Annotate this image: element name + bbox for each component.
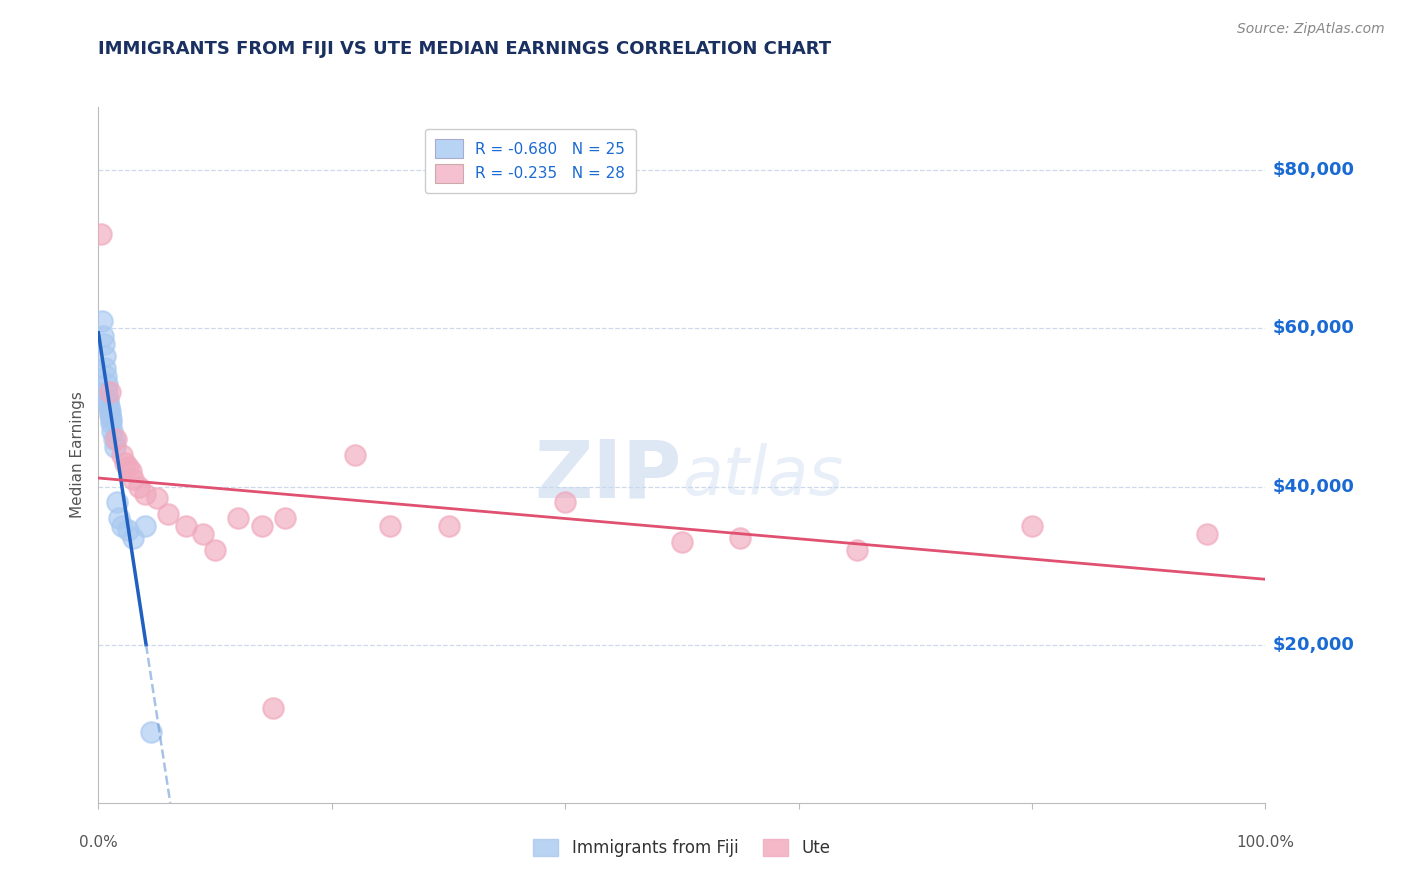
Point: [204, 542, 226, 557]
Point: [139, 724, 162, 739]
Point: [98, 384, 121, 399]
Point: [101, 424, 124, 438]
Point: [94, 349, 117, 363]
Point: [554, 495, 576, 509]
Point: [96, 376, 118, 391]
Point: [100, 412, 122, 426]
Point: [274, 511, 297, 525]
Point: [122, 531, 145, 545]
Point: [193, 527, 215, 541]
Point: [730, 531, 752, 545]
Point: [1021, 519, 1043, 533]
Text: Source: ZipAtlas.com: Source: ZipAtlas.com: [1237, 22, 1385, 37]
Point: [97, 396, 120, 410]
Point: [117, 523, 139, 537]
Text: $20,000: $20,000: [1272, 636, 1354, 654]
Point: [94, 368, 117, 383]
Point: [98, 409, 121, 423]
Point: [94, 361, 117, 376]
Point: [174, 519, 197, 533]
Point: [134, 487, 156, 501]
Point: [97, 401, 120, 415]
Point: [117, 459, 139, 474]
Text: $40,000: $40,000: [1272, 477, 1354, 496]
Point: [262, 701, 284, 715]
Text: IMMIGRANTS FROM FIJI VS UTE MEDIAN EARNINGS CORRELATION CHART: IMMIGRANTS FROM FIJI VS UTE MEDIAN EARNI…: [98, 40, 831, 58]
Point: [1195, 527, 1218, 541]
Point: [93, 337, 115, 351]
Y-axis label: Median Earnings: Median Earnings: [70, 392, 86, 518]
Point: [120, 464, 142, 478]
Point: [105, 495, 128, 509]
Point: [344, 448, 367, 462]
Point: [114, 456, 136, 470]
Point: [97, 392, 120, 407]
Legend: Immigrants from Fiji, Ute: Immigrants from Fiji, Ute: [527, 832, 837, 864]
Point: [111, 519, 134, 533]
Point: [437, 519, 460, 533]
Point: [111, 448, 134, 462]
Point: [671, 535, 693, 549]
Point: [100, 417, 122, 431]
Point: [103, 432, 125, 446]
Point: [96, 384, 118, 399]
Point: [108, 511, 131, 525]
Point: [157, 507, 180, 521]
Point: [91, 329, 114, 343]
Point: [122, 472, 145, 486]
Point: [98, 404, 121, 418]
Text: $80,000: $80,000: [1272, 161, 1354, 179]
Text: atlas: atlas: [682, 442, 844, 508]
Point: [845, 542, 868, 557]
Point: [146, 491, 169, 506]
Text: $60,000: $60,000: [1272, 319, 1354, 337]
Text: ZIP: ZIP: [534, 437, 682, 515]
Point: [104, 440, 127, 454]
Text: 100.0%: 100.0%: [1236, 836, 1295, 850]
Point: [90, 227, 112, 241]
Point: [378, 519, 402, 533]
Point: [228, 511, 250, 525]
Point: [134, 519, 156, 533]
Point: [90, 313, 112, 327]
Point: [128, 479, 150, 493]
Point: [104, 432, 127, 446]
Point: [250, 519, 273, 533]
Text: 0.0%: 0.0%: [79, 836, 118, 850]
